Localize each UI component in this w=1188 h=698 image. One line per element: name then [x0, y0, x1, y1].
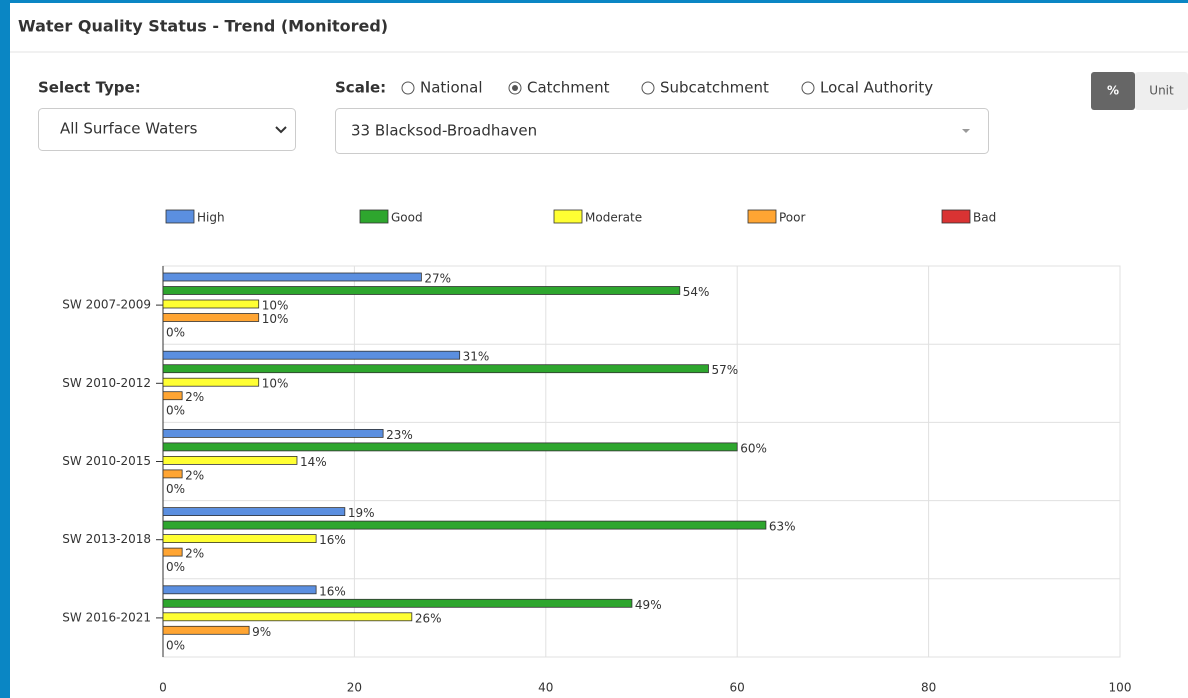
value-label: 60%: [740, 441, 767, 455]
frame-left: [0, 0, 10, 698]
legend-swatch: [553, 209, 583, 224]
legend-label: Bad: [973, 211, 996, 225]
bar: [162, 585, 317, 595]
radio[interactable]: [801, 81, 815, 95]
select-type-value: All Surface Waters: [60, 120, 198, 138]
area-value: 33 Blacksod-Broadhaven: [351, 122, 537, 140]
value-label: 2%: [185, 547, 204, 561]
value-label: 0%: [166, 638, 185, 652]
value-label: 63%: [769, 520, 796, 534]
select-type[interactable]: [38, 108, 296, 151]
x-tick-label: 100: [1109, 681, 1132, 695]
y-tick-label: SW 2013-2018: [62, 532, 151, 546]
legend-label: High: [197, 211, 225, 225]
bar: [162, 364, 709, 374]
toggle-button[interactable]: [1135, 72, 1188, 110]
y-tick-label: SW 2010-2012: [62, 376, 151, 390]
value-label: 0%: [166, 482, 185, 496]
value-label: 10%: [262, 312, 289, 326]
value-label: 26%: [415, 611, 442, 625]
select-type-label: Select Type:: [38, 79, 141, 97]
bar: [162, 299, 260, 309]
toggle-label: %: [1107, 84, 1119, 98]
radio-label: Local Authority: [820, 79, 933, 97]
legend-swatch: [359, 209, 389, 224]
x-tick-label: 0: [159, 681, 167, 695]
value-label: 2%: [185, 468, 204, 482]
toggle-label: Unit: [1149, 84, 1174, 98]
legend-swatch: [941, 209, 971, 224]
x-tick-label: 40: [538, 681, 553, 695]
panel-title: Water Quality Status - Trend (Monitored): [18, 17, 388, 36]
value-label: 0%: [166, 404, 185, 418]
legend-swatch: [747, 209, 777, 224]
toggle-button[interactable]: [1091, 72, 1135, 110]
value-label: 10%: [262, 377, 289, 391]
value-label: 0%: [166, 326, 185, 340]
bar: [162, 598, 633, 608]
x-tick-label: 80: [921, 681, 936, 695]
value-label: 9%: [252, 625, 271, 639]
chevron: [275, 126, 287, 134]
legend-label: Good: [391, 211, 423, 225]
radio[interactable]: [401, 81, 415, 95]
bar: [162, 534, 317, 543]
scale-radios: National Catchment Subcatchment Local Autho…: [401, 79, 933, 97]
bar: [162, 547, 183, 557]
bar: [162, 350, 461, 360]
value-label: 16%: [319, 533, 346, 547]
bar: [162, 612, 413, 622]
value-label: 54%: [683, 285, 710, 299]
bar: [162, 377, 260, 387]
radio-dot: [512, 85, 518, 91]
value-label: 19%: [348, 506, 375, 520]
x-tick-label: 20: [347, 681, 362, 695]
bar: [162, 507, 346, 517]
bar: [162, 442, 738, 452]
bar: [162, 455, 298, 465]
value-label: 31%: [463, 350, 490, 364]
legend-label: Poor: [779, 211, 805, 225]
value-label: 27%: [424, 272, 451, 286]
y-tick-label: SW 2016-2021: [62, 610, 151, 624]
value-label: 14%: [300, 455, 327, 469]
bar: [162, 272, 422, 282]
bar: [162, 391, 183, 401]
value-label: 16%: [319, 584, 346, 598]
legend-swatch: [165, 209, 195, 224]
bar: [162, 313, 260, 322]
y-tick-label: SW 2007-2009: [62, 298, 151, 312]
y-tick-label: SW 2010-2015: [62, 454, 151, 468]
frame-top: [0, 0, 1188, 3]
area-select[interactable]: [335, 108, 989, 154]
unit-toggle: % Unit: [1091, 72, 1188, 110]
value-label: 10%: [262, 299, 289, 313]
radio-label: National: [420, 79, 483, 97]
radio-label: Catchment: [527, 79, 610, 97]
scale-label: Scale:: [335, 79, 386, 97]
bar: [162, 520, 767, 530]
bar: [162, 469, 183, 479]
value-label: 0%: [166, 560, 185, 574]
legend-label: Moderate: [585, 211, 642, 225]
radio-label: Subcatchment: [660, 79, 769, 97]
value-label: 2%: [185, 390, 204, 404]
radio[interactable]: [641, 81, 655, 95]
value-label: 57%: [711, 363, 738, 377]
bar: [162, 625, 250, 635]
value-label: 49%: [635, 598, 662, 612]
caret: [962, 129, 970, 133]
bar: [162, 428, 384, 438]
value-label: 23%: [386, 428, 413, 442]
bar: [162, 286, 681, 295]
x-tick-label: 60: [730, 681, 745, 695]
